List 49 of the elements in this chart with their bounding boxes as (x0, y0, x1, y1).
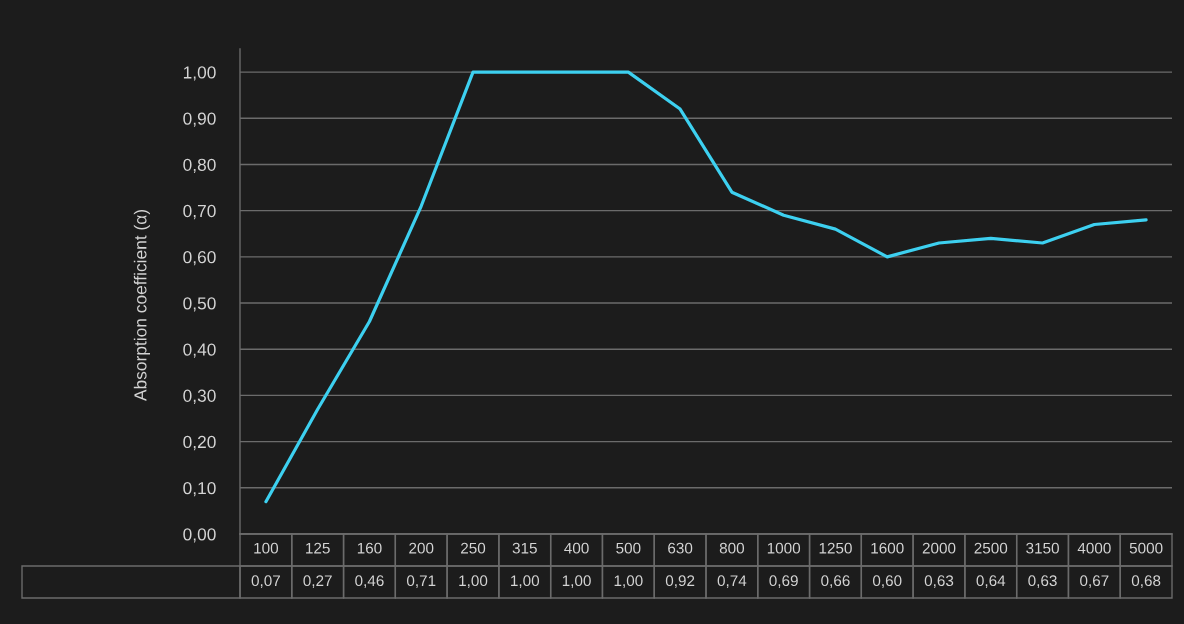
data-label: 0,46 (355, 575, 384, 588)
data-label: 0,67 (1080, 575, 1109, 588)
data-label: 0,27 (303, 575, 332, 588)
data-label: 1,00 (511, 575, 540, 588)
x-tick-label: 1600 (871, 542, 904, 554)
x-tick-label: 5000 (1129, 542, 1163, 554)
y-tick-label: 0,20 (183, 435, 216, 451)
x-tick-label: 160 (357, 542, 382, 554)
y-tick-label: 0,30 (183, 389, 216, 404)
y-tick-label: 1,00 (183, 66, 216, 81)
x-tick-label: 100 (254, 542, 279, 554)
x-tick-label: 315 (512, 542, 537, 554)
y-tick-label: 0,90 (183, 112, 216, 127)
y-tick-label: 0,70 (183, 204, 216, 220)
data-label: 0,63 (924, 575, 954, 588)
y-tick-label: 0,80 (183, 158, 216, 173)
x-tick-label: 800 (719, 542, 745, 554)
data-label: 0,63 (1028, 575, 1057, 588)
data-label: 0,07 (251, 575, 280, 588)
x-tick-label: 1250 (819, 542, 852, 554)
data-label: 0,92 (665, 575, 695, 588)
data-label: 0,74 (717, 575, 747, 588)
x-tick-label: 500 (616, 542, 641, 554)
x-tick-label: 3150 (1026, 542, 1059, 554)
data-label: 1,00 (459, 575, 488, 588)
data-label: 0,64 (976, 575, 1006, 588)
x-tick-label: 1000 (767, 542, 801, 554)
x-tick-label: 2500 (974, 542, 1008, 554)
data-label: 1,00 (562, 575, 591, 588)
data-label: 1,00 (614, 575, 643, 588)
x-tick-label: 630 (668, 542, 693, 554)
y-tick-label: 0,40 (183, 343, 216, 358)
data-label: 0,71 (406, 575, 436, 588)
data-label: 0,60 (872, 575, 902, 588)
x-tick-label: 2000 (922, 542, 956, 554)
data-label: 0,66 (821, 575, 850, 588)
y-tick-label: 0,50 (183, 297, 216, 312)
data-label: 0,69 (769, 575, 798, 588)
data-label: 0,68 (1131, 575, 1161, 588)
x-tick-label: 125 (306, 542, 330, 554)
y-tick-label: 0,60 (183, 251, 216, 266)
line-series (264, 70, 1148, 504)
x-tick-label: 4000 (1077, 542, 1111, 554)
x-tick-label: 400 (564, 542, 589, 554)
y-axis-title: Absorption coefficient (α) (133, 210, 150, 402)
x-tick-label: 200 (409, 542, 434, 554)
x-tick-label: 250 (461, 542, 486, 554)
y-tick-label: 0,00 (183, 528, 216, 543)
y-tick-label: 0,10 (183, 481, 216, 497)
